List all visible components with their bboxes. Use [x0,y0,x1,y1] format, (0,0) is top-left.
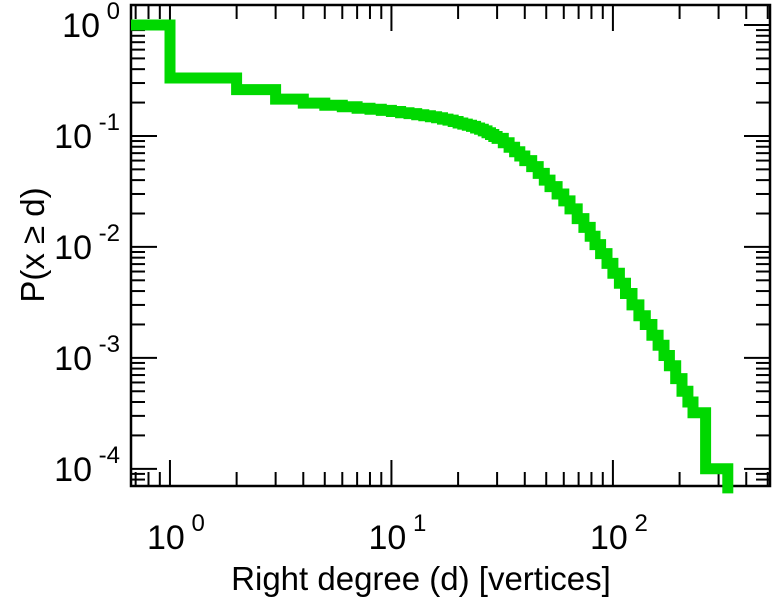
x-tick-label: 10 2 [590,510,648,557]
y-tick-label: 10 0 [62,0,120,45]
tick-labels: 10 0 10 1 10 2 10 0 10 -1 10 -2 10 -3 10 -4 [54,0,648,557]
y-axis-title: P(x ≥ d) [14,187,51,303]
y-tick-label: 10 -2 [54,220,120,267]
y-tick-label: 10 -1 [54,109,120,156]
x-axis-title: Right degree (d) [vertices] [231,560,611,597]
x-tick-label: 10 1 [369,510,427,557]
axis-ticks [131,5,770,487]
plot-border [129,3,772,488]
y-tick-label: 10 -4 [54,442,120,489]
x-tick-label: 10 0 [147,510,205,557]
y-tick-label: 10 -3 [54,331,120,378]
ccdf-step-curve [131,19,734,494]
